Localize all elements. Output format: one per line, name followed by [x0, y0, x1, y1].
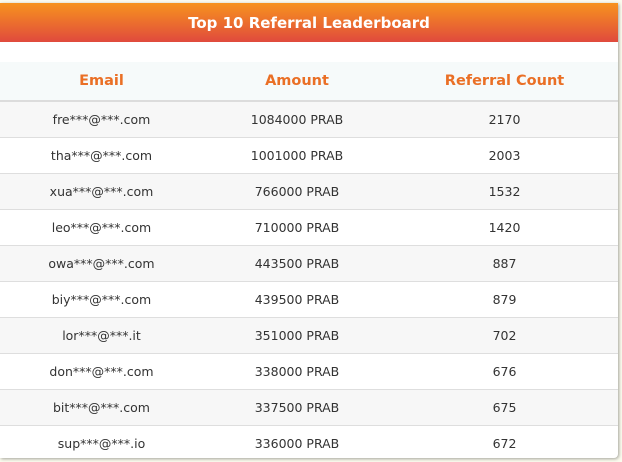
email-cell: bit***@***.com: [0, 389, 203, 426]
referral-count-cell: 887: [391, 245, 618, 282]
referral-count-cell: 879: [391, 281, 618, 318]
table-row: sup***@***.io 336000 PRAB 672: [0, 425, 618, 458]
referral-count-cell: 1532: [391, 173, 618, 210]
table-row: owa***@***.com 443500 PRAB 887: [0, 245, 618, 282]
amount-cell: 1084000 PRAB: [203, 101, 391, 138]
table-row: fre***@***.com 1084000 PRAB 2170: [0, 101, 618, 138]
column-header-referral-count: Referral Count: [391, 62, 618, 102]
column-header-email: Email: [0, 62, 203, 102]
amount-cell: 443500 PRAB: [203, 245, 391, 282]
email-cell: fre***@***.com: [0, 101, 203, 138]
referral-count-cell: 2003: [391, 137, 618, 174]
amount-cell: 1001000 PRAB: [203, 137, 391, 174]
email-cell: owa***@***.com: [0, 245, 203, 282]
table-row: tha***@***.com 1001000 PRAB 2003: [0, 137, 618, 174]
amount-cell: 336000 PRAB: [203, 425, 391, 458]
referral-count-cell: 676: [391, 353, 618, 390]
table-row: bit***@***.com 337500 PRAB 675: [0, 389, 618, 426]
amount-cell: 439500 PRAB: [203, 281, 391, 318]
leaderboard-card: Top 10 Referral Leaderboard Email Amount…: [0, 3, 618, 458]
table-row: leo***@***.com 710000 PRAB 1420: [0, 209, 618, 246]
referral-count-cell: 672: [391, 425, 618, 458]
amount-cell: 338000 PRAB: [203, 353, 391, 390]
amount-cell: 766000 PRAB: [203, 173, 391, 210]
email-cell: don***@***.com: [0, 353, 203, 390]
amount-cell: 337500 PRAB: [203, 389, 391, 426]
referral-count-cell: 2170: [391, 101, 618, 138]
email-cell: biy***@***.com: [0, 281, 203, 318]
column-header-amount: Amount: [203, 62, 391, 102]
email-cell: tha***@***.com: [0, 137, 203, 174]
leaderboard-table: Email Amount Referral Count fre***@***.c…: [0, 62, 618, 458]
amount-cell: 710000 PRAB: [203, 209, 391, 246]
leaderboard-title: Top 10 Referral Leaderboard: [0, 3, 618, 42]
email-cell: xua***@***.com: [0, 173, 203, 210]
email-cell: sup***@***.io: [0, 425, 203, 458]
table-row: don***@***.com 338000 PRAB 676: [0, 353, 618, 390]
email-cell: leo***@***.com: [0, 209, 203, 246]
referral-count-cell: 1420: [391, 209, 618, 246]
amount-cell: 351000 PRAB: [203, 317, 391, 354]
table-row: biy***@***.com 439500 PRAB 879: [0, 281, 618, 318]
email-cell: lor***@***.it: [0, 317, 203, 354]
referral-count-cell: 702: [391, 317, 618, 354]
referral-count-cell: 675: [391, 389, 618, 426]
table-row: xua***@***.com 766000 PRAB 1532: [0, 173, 618, 210]
table-row: lor***@***.it 351000 PRAB 702: [0, 317, 618, 354]
table-header-row: Email Amount Referral Count: [0, 62, 618, 102]
